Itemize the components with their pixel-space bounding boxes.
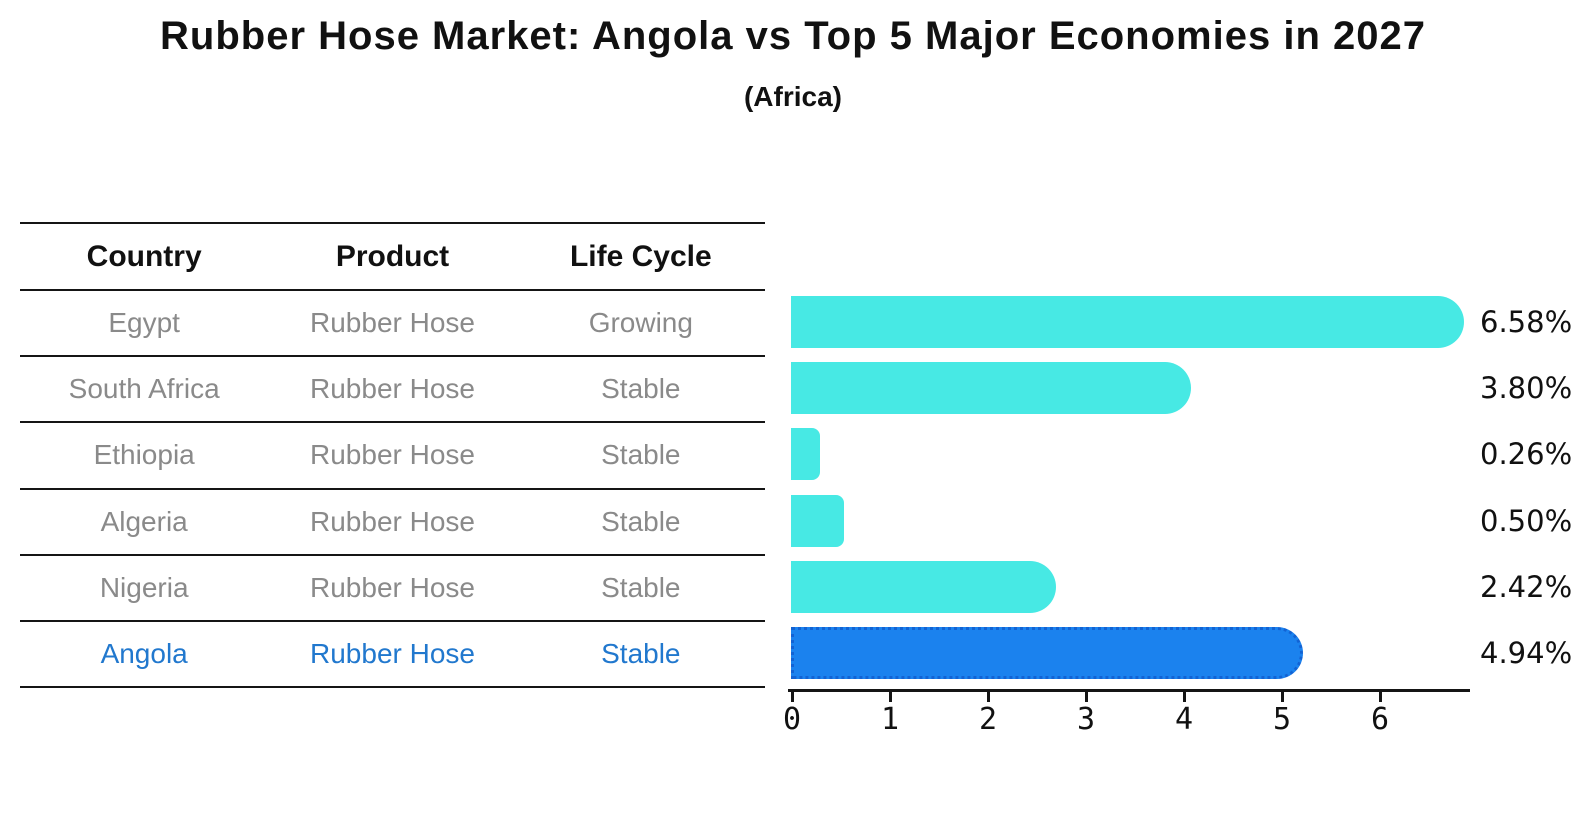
life-cycle-cell: Growing: [588, 307, 693, 339]
country-cell: South Africa: [68, 373, 220, 405]
x-tick-2: [986, 692, 990, 702]
country-cell: Ethiopia: [93, 439, 195, 471]
country-cell: Angola: [100, 638, 188, 670]
product-cell: Rubber Hose: [310, 439, 475, 471]
x-tick-label-4: 4: [1174, 702, 1194, 737]
header-cell-life-cycle: Life Cycle: [569, 239, 712, 273]
chart-subtitle: (Africa): [743, 81, 842, 112]
life-cycle-cell: Stable: [601, 638, 681, 670]
country-cell: Algeria: [100, 505, 188, 537]
table-row: South Africa Rubber Hose Stable: [20, 357, 765, 424]
x-tick-3: [1084, 692, 1088, 702]
product-cell: Rubber Hose: [310, 571, 475, 603]
value-label-ethiopia: 0.26%: [1480, 437, 1573, 472]
life-cycle-cell: Stable: [601, 505, 681, 537]
x-tick-5: [1280, 692, 1284, 702]
x-tick-0: [790, 692, 794, 702]
value-label-algeria: 0.50%: [1480, 503, 1573, 538]
value-label-angola: 4.94%: [1480, 635, 1573, 670]
x-tick-label-3: 3: [1076, 702, 1096, 737]
life-cycle-cell: Stable: [601, 439, 681, 471]
x-tick-label-6: 6: [1370, 702, 1390, 737]
bar-south-africa: [791, 362, 1192, 415]
table-row: Ethiopia Rubber Hose Stable: [20, 423, 765, 490]
table-row-highlighted: Angola Rubber Hose Stable: [20, 622, 765, 689]
table-row: Nigeria Rubber Hose Stable: [20, 556, 765, 622]
table-row: Algeria Rubber Hose Stable: [20, 490, 765, 556]
x-tick-4: [1182, 692, 1186, 702]
product-cell: Rubber Hose: [310, 638, 475, 670]
table-header-row: Country Product Life Cycle: [20, 224, 765, 291]
country-cell: Egypt: [108, 307, 180, 339]
header-cell-country: Country: [86, 239, 202, 273]
product-cell: Rubber Hose: [310, 505, 475, 537]
table-row: Egypt Rubber Hose Growing: [20, 291, 765, 358]
product-cell: Rubber Hose: [310, 307, 475, 339]
x-tick-1: [888, 692, 892, 702]
x-tick-label-1: 1: [880, 702, 900, 737]
life-cycle-cell: Stable: [601, 373, 681, 405]
header-cell-product: Product: [335, 239, 450, 273]
value-label-south-africa: 3.80%: [1480, 371, 1573, 406]
x-axis-line: [788, 689, 1470, 692]
x-tick-label-2: 2: [978, 702, 998, 737]
bar-egypt: [791, 295, 1464, 348]
table-body: Egypt Rubber Hose Growing South Africa Rubbe…: [20, 291, 765, 689]
bar-angola: [791, 626, 1304, 679]
value-label-nigeria: 2.42%: [1480, 569, 1573, 604]
x-tick-label-0: 0: [782, 702, 802, 737]
value-label-egypt: 6.58%: [1480, 304, 1573, 339]
bar-nigeria: [791, 560, 1057, 613]
life-cycle-cell: Stable: [601, 571, 681, 603]
product-cell: Rubber Hose: [310, 373, 475, 405]
bar-algeria: [791, 494, 844, 547]
chart-title: Rubber Hose Market: Angola vs Top 5 Majo…: [160, 14, 1426, 58]
comparison-table: Country Product Life Cycle Egypt Rubber H…: [20, 222, 765, 689]
country-cell: Nigeria: [99, 571, 189, 603]
bar-ethiopia: [791, 428, 821, 481]
x-tick-6: [1378, 692, 1382, 702]
x-tick-label-5: 5: [1272, 702, 1292, 737]
